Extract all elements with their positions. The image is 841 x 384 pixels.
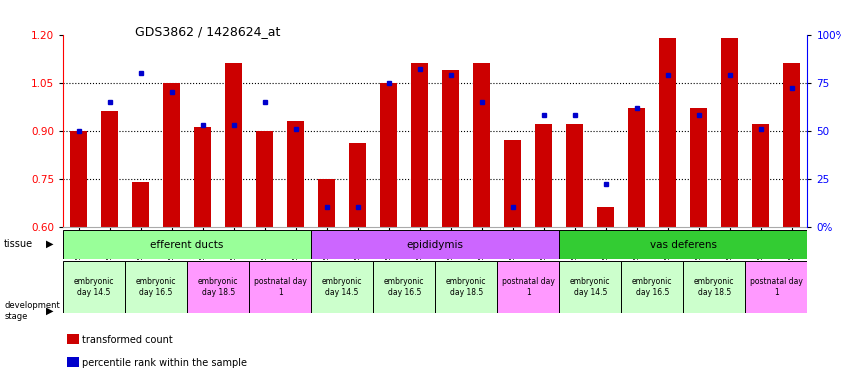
Bar <box>225 63 242 227</box>
Bar <box>566 124 584 227</box>
Text: embryonic
day 14.5: embryonic day 14.5 <box>570 277 611 297</box>
Bar <box>63 261 125 313</box>
Bar <box>411 63 428 227</box>
Bar <box>70 131 87 227</box>
Bar <box>349 143 366 227</box>
Text: embryonic
day 18.5: embryonic day 18.5 <box>694 277 734 297</box>
Bar <box>535 124 553 227</box>
Bar <box>783 63 801 227</box>
Text: postnatal day
1: postnatal day 1 <box>254 277 307 297</box>
Bar <box>659 38 676 227</box>
Bar <box>745 261 807 313</box>
Text: embryonic
day 16.5: embryonic day 16.5 <box>384 277 425 297</box>
Bar <box>318 179 336 227</box>
Text: transformed count: transformed count <box>82 335 173 345</box>
Bar <box>559 261 621 313</box>
Bar <box>473 63 490 227</box>
Bar <box>125 261 187 313</box>
Bar <box>311 230 559 259</box>
Bar <box>380 83 397 227</box>
Bar <box>373 261 436 313</box>
Bar <box>101 111 118 227</box>
Bar <box>753 124 770 227</box>
Text: development
stage: development stage <box>4 301 60 321</box>
Text: embryonic
day 18.5: embryonic day 18.5 <box>446 277 486 297</box>
Bar <box>442 70 459 227</box>
Text: embryonic
day 16.5: embryonic day 16.5 <box>136 277 177 297</box>
Bar <box>287 121 304 227</box>
Bar <box>621 261 683 313</box>
Text: postnatal day
1: postnatal day 1 <box>750 277 803 297</box>
Bar <box>257 131 273 227</box>
Bar <box>249 261 311 313</box>
Text: embryonic
day 14.5: embryonic day 14.5 <box>322 277 362 297</box>
Bar <box>194 127 211 227</box>
Bar <box>597 207 614 227</box>
Text: tissue: tissue <box>4 239 34 249</box>
Bar <box>690 108 707 227</box>
Text: GDS3862 / 1428624_at: GDS3862 / 1428624_at <box>135 25 280 38</box>
Bar <box>683 261 745 313</box>
Bar <box>163 83 180 227</box>
Bar <box>628 108 645 227</box>
Text: efferent ducts: efferent ducts <box>151 240 224 250</box>
Text: percentile rank within the sample: percentile rank within the sample <box>82 358 247 368</box>
Bar <box>436 261 497 313</box>
Text: embryonic
day 14.5: embryonic day 14.5 <box>74 277 114 297</box>
Text: epididymis: epididymis <box>407 240 463 250</box>
Bar <box>63 230 311 259</box>
Bar <box>559 230 807 259</box>
Text: vas deferens: vas deferens <box>650 240 717 250</box>
Text: postnatal day
1: postnatal day 1 <box>502 277 555 297</box>
Bar <box>722 38 738 227</box>
Text: embryonic
day 16.5: embryonic day 16.5 <box>632 277 673 297</box>
Text: embryonic
day 18.5: embryonic day 18.5 <box>198 277 238 297</box>
Bar <box>497 261 559 313</box>
Text: ▶: ▶ <box>46 239 54 249</box>
Bar <box>132 182 149 227</box>
Bar <box>187 261 249 313</box>
Text: ▶: ▶ <box>46 306 54 316</box>
Bar <box>311 261 373 313</box>
Bar <box>505 140 521 227</box>
